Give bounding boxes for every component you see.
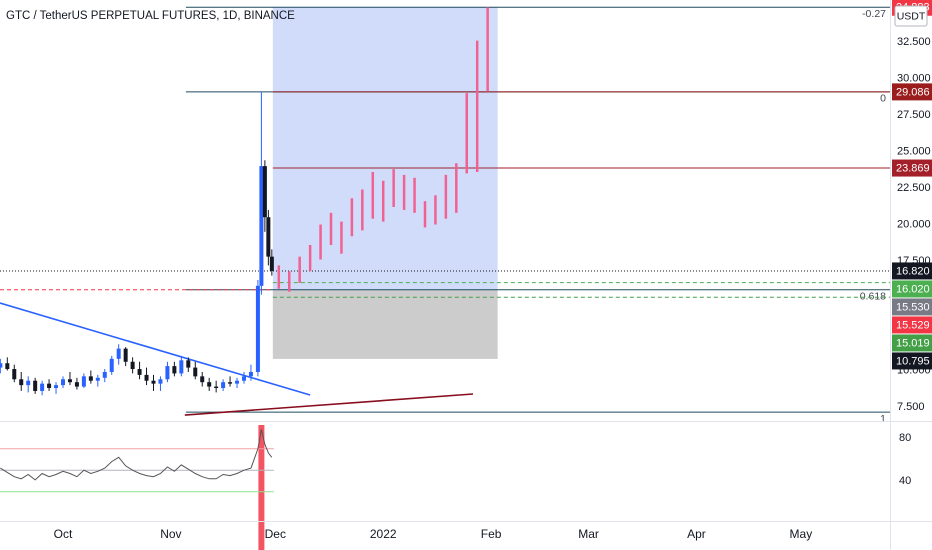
candle-body [102, 371, 107, 378]
candle-body [19, 379, 24, 386]
price-tag-label: 15.530 [896, 301, 930, 313]
chart-title: GTC / TetherUS PERPETUAL FUTURES, 1D, BI… [6, 10, 295, 22]
rsi-tick-label: 40 [899, 475, 911, 487]
y-tick-label: 7.500 [897, 401, 925, 413]
price-tag [892, 262, 932, 280]
price-tag [892, 352, 932, 370]
candle-body [172, 366, 177, 374]
x-tick-label: 2022 [370, 527, 397, 541]
candle-body [12, 369, 17, 380]
candle-body [144, 374, 149, 381]
candle-body [60, 379, 65, 386]
candle-body [116, 348, 121, 359]
y-tick-label: 30.000 [897, 72, 931, 84]
projection-stop-box [272, 289, 498, 359]
x-tick-label: Nov [160, 527, 181, 541]
candle-body [248, 371, 253, 377]
candle-body [109, 358, 114, 372]
candle-body [74, 382, 79, 387]
projection-target-box [272, 7, 498, 290]
currency-label: USDT [897, 10, 926, 22]
candle-body [186, 360, 191, 368]
price-tag [892, 316, 932, 334]
candle-body [137, 369, 142, 375]
x-tick-label: Apr [687, 527, 706, 541]
price-tag [892, 83, 932, 101]
candle-body [241, 376, 246, 381]
y-tick-label: 20.000 [897, 218, 931, 230]
y-tick-label: 25.000 [897, 145, 931, 157]
candle-body [200, 376, 205, 383]
fib-level-label: 1 [880, 413, 886, 425]
candle-body [255, 285, 260, 372]
candle-body [262, 166, 267, 218]
candle-body [54, 385, 59, 389]
candle-body [165, 366, 170, 380]
rsi-highlight [258, 425, 265, 550]
rsi-line [0, 429, 273, 481]
candle-body [221, 382, 226, 389]
price-tag [892, 280, 932, 298]
candle-body [95, 377, 100, 381]
candle-body [130, 361, 135, 370]
candle-body [228, 382, 233, 384]
candle-body [88, 376, 93, 381]
candle-body [5, 363, 10, 370]
candle-body [259, 166, 264, 286]
candle-body [179, 360, 184, 374]
price-tag [892, 159, 932, 177]
price-tag-label: 15.019 [896, 337, 930, 349]
price-tag-label: 23.869 [896, 162, 930, 174]
candle-body [123, 348, 128, 362]
candle-body [269, 256, 274, 271]
fib-level-label: -0.27 [862, 8, 886, 20]
candle-body [207, 382, 212, 387]
fib-level-label: 0 [880, 93, 886, 105]
candle-body [67, 379, 72, 383]
candle-body [47, 383, 52, 389]
candle-body [81, 376, 86, 387]
trendline [184, 393, 474, 416]
trendline [0, 302, 311, 396]
price-tag [892, 334, 932, 352]
candle-body [0, 363, 3, 368]
x-tick-label: Dec [265, 527, 286, 541]
candle-body [193, 367, 198, 377]
candle-body [214, 386, 219, 389]
x-tick-label: Feb [481, 527, 502, 541]
x-tick-label: May [790, 527, 813, 541]
candle-body [151, 380, 156, 384]
price-tag-label: 29.086 [896, 86, 930, 98]
candle-body [33, 380, 38, 391]
price-tag-label: 10.795 [896, 355, 930, 367]
currency-box [894, 5, 928, 27]
candle-body [40, 383, 45, 391]
y-tick-label: 22.500 [897, 182, 931, 194]
y-tick-label: 32.500 [897, 36, 931, 48]
price-tag-label: 16.820 [896, 265, 930, 277]
rsi-tick-label: 80 [899, 432, 911, 444]
candle-body [266, 217, 271, 257]
price-tag [892, 298, 932, 316]
fib-level-label: 0.618 [860, 291, 886, 303]
x-tick-label: Oct [54, 527, 73, 541]
price-tag-label: 15.529 [896, 319, 930, 331]
candle-body [158, 379, 163, 384]
y-tick-label: 27.500 [897, 109, 931, 121]
candle-body [235, 380, 240, 384]
candle-body [26, 380, 31, 386]
x-tick-label: Mar [578, 527, 599, 541]
price-tag-label: 16.020 [896, 283, 930, 295]
